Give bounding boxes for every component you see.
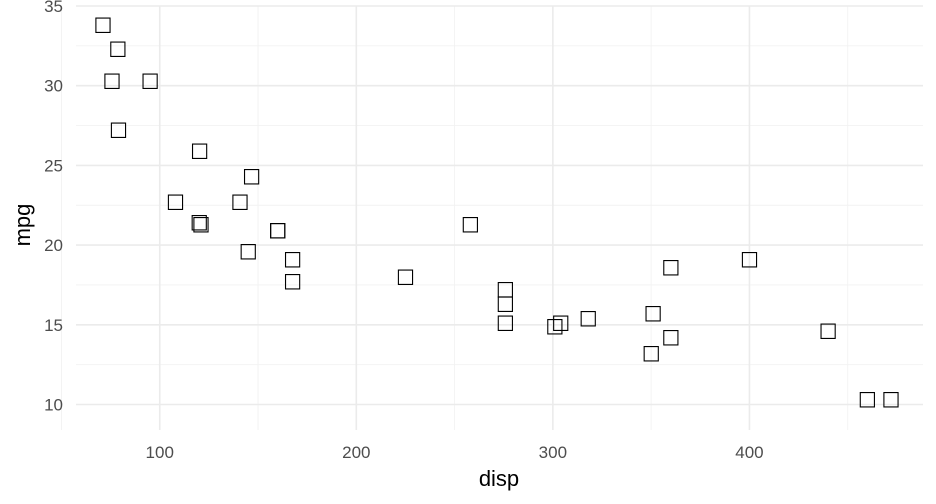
y-tick-label: 10 [44, 395, 63, 414]
x-axis-tick-labels: 100 200 300 400 [146, 443, 764, 462]
data-point: □ [239, 238, 258, 262]
data-point: □ [230, 188, 249, 212]
y-tick-label: 30 [44, 77, 63, 96]
data-point: □ [882, 386, 901, 410]
data-point: □ [268, 217, 287, 241]
data-point: □ [740, 246, 759, 270]
data-point: □ [461, 211, 480, 235]
data-point: □ [579, 305, 598, 329]
data-point: □ [103, 67, 122, 91]
data-point: □ [268, 217, 287, 241]
data-point: □ [545, 313, 564, 337]
data-point: □ [109, 117, 128, 141]
data-point: □ [496, 290, 515, 314]
y-tick-label: 15 [44, 316, 63, 335]
data-point: □ [661, 254, 680, 278]
data-point: □ [141, 67, 160, 91]
data-point: □ [190, 137, 209, 161]
x-axis-title: disp [479, 466, 519, 491]
data-point: □ [190, 209, 209, 233]
y-axis-title: mpg [10, 204, 35, 247]
data-point: □ [93, 12, 112, 36]
data-point: □ [166, 188, 185, 212]
data-point: □ [283, 268, 302, 292]
data-point: □ [242, 163, 261, 187]
y-tick-label: 35 [44, 0, 63, 16]
data-point: □ [858, 386, 877, 410]
y-tick-label: 20 [44, 236, 63, 255]
data-point: □ [396, 263, 415, 287]
data-point: □ [496, 276, 515, 300]
data-point: □ [644, 300, 663, 324]
x-tick-label: 400 [735, 443, 763, 462]
data-point: □ [642, 340, 661, 364]
data-points: □□□□□□□□□□□□□□□□□□□□□□□□□□□□□□□□ [93, 12, 900, 411]
y-axis-tick-labels: 10 15 20 25 30 35 [44, 0, 63, 414]
data-point: □ [108, 35, 127, 59]
data-point: □ [192, 211, 211, 235]
data-point: □ [819, 318, 838, 342]
x-tick-label: 300 [539, 443, 567, 462]
x-tick-label: 100 [146, 443, 174, 462]
grid-lines [61, 5, 923, 430]
data-point: □ [283, 246, 302, 270]
data-point: □ [496, 310, 515, 334]
x-tick-label: 200 [342, 443, 370, 462]
data-point: □ [661, 324, 680, 348]
data-point: □ [551, 310, 570, 334]
y-tick-label: 25 [44, 156, 63, 175]
